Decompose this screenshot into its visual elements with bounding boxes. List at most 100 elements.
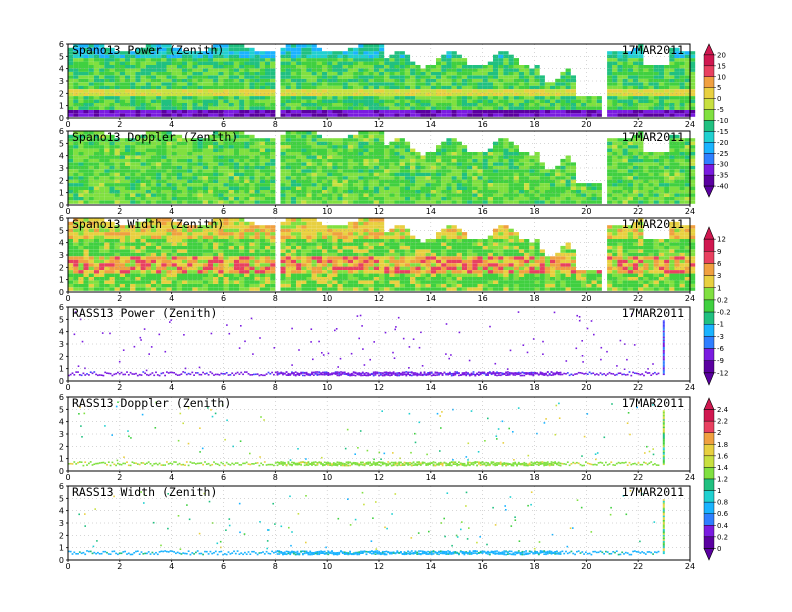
heatmap-cell <box>332 141 338 146</box>
heatmap-cell <box>493 54 499 59</box>
heatmap-cell <box>296 85 302 90</box>
heatmap-cell <box>280 109 286 114</box>
heatmap-cell <box>456 113 462 117</box>
heatmap-cell <box>285 61 291 65</box>
heatmap-cell <box>679 145 685 149</box>
heatmap-cell <box>498 58 504 62</box>
heatmap-cell <box>674 172 680 177</box>
heatmap-cell <box>228 280 234 284</box>
heatmap-cell <box>332 169 338 173</box>
heatmap-cell <box>93 65 100 69</box>
heatmap-cell <box>368 103 374 107</box>
heatmap-cell <box>125 61 131 65</box>
heatmap-cell <box>114 196 120 201</box>
heatmap-cell <box>135 239 141 243</box>
heatmap-cell <box>306 134 312 139</box>
heatmap-cell <box>394 145 400 149</box>
heatmap-cell <box>296 145 302 149</box>
heatmap-cell <box>518 179 525 183</box>
heatmap-cell <box>208 242 214 246</box>
heatmap-cell <box>239 145 245 149</box>
heatmap-cell <box>306 162 312 166</box>
heatmap-cell <box>379 61 385 65</box>
heatmap-cell <box>213 179 219 183</box>
heatmap-cell <box>617 165 623 170</box>
heatmap-cell <box>192 85 198 90</box>
heatmap-cell <box>83 280 89 284</box>
heatmap-cell <box>182 232 188 236</box>
heatmap-cell <box>404 71 411 76</box>
heatmap-cell <box>135 225 141 229</box>
heatmap-cell <box>311 89 317 93</box>
heatmap-cell <box>125 54 131 59</box>
heatmap-cell <box>674 193 680 197</box>
heatmap-cell <box>544 103 551 107</box>
heatmap-cell <box>441 68 447 72</box>
heatmap-cell <box>161 179 167 183</box>
heatmap-cell <box>239 186 245 190</box>
heatmap-cell <box>192 172 198 177</box>
heatmap-cell <box>316 190 322 194</box>
heatmap-cell <box>410 186 416 190</box>
heatmap-cell <box>415 89 421 93</box>
heatmap-cell <box>125 169 131 173</box>
heatmap-cell <box>239 266 245 270</box>
heatmap-cell <box>508 193 514 197</box>
heatmap-cell <box>114 75 120 79</box>
heatmap-cell <box>482 89 488 93</box>
heatmap-cell <box>156 245 162 250</box>
heatmap-cell <box>679 141 685 146</box>
heatmap-cell <box>529 193 535 197</box>
heatmap-cell <box>430 103 436 107</box>
heatmap-cell <box>653 65 659 69</box>
heatmap-cell <box>208 89 214 93</box>
heatmap-cell <box>93 152 100 156</box>
heatmap-cell <box>570 183 576 187</box>
heatmap-cell <box>140 172 146 177</box>
heatmap-cell <box>228 218 234 222</box>
heatmap-cell <box>166 82 172 86</box>
heatmap-cell <box>109 103 115 107</box>
heatmap-cell <box>627 169 633 173</box>
heatmap-cell <box>68 273 74 277</box>
heatmap-cell <box>171 155 177 159</box>
heatmap-cell <box>176 183 183 187</box>
heatmap-cell <box>130 225 136 229</box>
heatmap-cell <box>265 71 271 76</box>
heatmap-cell <box>93 200 100 204</box>
heatmap-cell <box>627 82 633 86</box>
heatmap-cell <box>104 186 110 190</box>
heatmap-cell <box>259 179 265 183</box>
heatmap-cell <box>664 200 670 204</box>
heatmap-cell <box>171 179 177 183</box>
heatmap-cell <box>156 158 162 163</box>
heatmap-cell <box>358 193 364 197</box>
heatmap-cell <box>187 249 193 253</box>
heatmap-cell <box>233 190 240 194</box>
heatmap-cell <box>487 183 493 187</box>
heatmap-cell <box>125 58 131 62</box>
heatmap-cell <box>150 141 157 146</box>
heatmap-cell <box>197 165 203 170</box>
heatmap-cell <box>161 92 167 96</box>
heatmap-cell <box>187 96 193 100</box>
heatmap-cell <box>467 96 473 100</box>
heatmap-cell <box>570 172 576 177</box>
heatmap-cell <box>664 183 670 187</box>
heatmap-cell <box>430 162 436 166</box>
heatmap-cell <box>669 47 675 52</box>
heatmap-cell <box>513 58 519 62</box>
heatmap-cell <box>441 193 447 197</box>
heatmap-cell <box>389 162 395 166</box>
heatmap-cell <box>529 158 535 163</box>
heatmap-cell <box>461 92 468 96</box>
heatmap-cell <box>487 78 493 83</box>
heatmap-cell <box>244 58 250 62</box>
heatmap-cell <box>379 169 385 173</box>
heatmap-cell <box>135 190 141 194</box>
heatmap-cell <box>285 190 291 194</box>
heatmap-cell <box>135 200 141 204</box>
heatmap-cell <box>306 44 312 48</box>
heatmap-cell <box>337 82 343 86</box>
heatmap-cell <box>658 82 665 86</box>
